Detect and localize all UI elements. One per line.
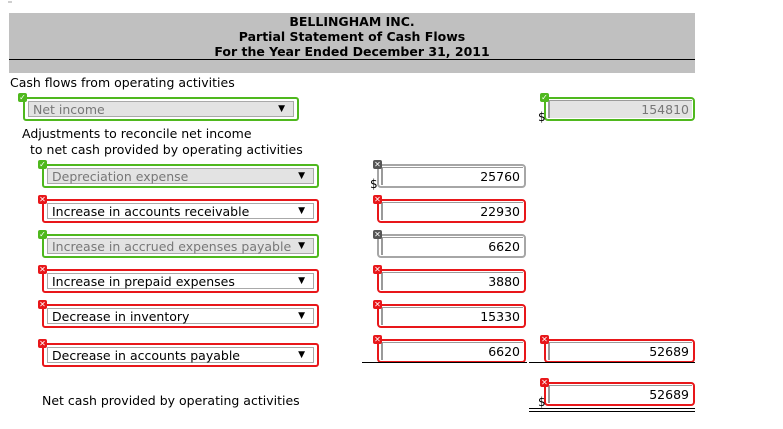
adjustment-select-wrap: Increase in accounts receivable ▼: [42, 199, 319, 223]
select-value: Decrease in accounts payable: [52, 347, 240, 363]
adjustments-label-2: to net cash provided by operating activi…: [30, 142, 303, 157]
close-icon: ✕: [373, 230, 382, 239]
net-cash-label: Net cash provided by operating activitie…: [42, 393, 300, 408]
amount-wrap: 6620: [377, 339, 526, 363]
adjustment-select-wrap: Increase in prepaid expenses ▼: [42, 269, 319, 293]
adjustment-select-accrued-expenses[interactable]: Increase in accrued expenses payable ▼: [47, 238, 314, 254]
total-underline: [529, 362, 695, 363]
error-x-icon: ✕: [38, 300, 47, 309]
amount-wrap: 6620: [377, 234, 526, 258]
company-name: BELLINGHAM INC.: [289, 14, 415, 29]
adjustments-label-1: Adjustments to reconcile net income: [22, 126, 252, 141]
amount-wrap: 22930: [377, 199, 526, 223]
adjustment-select-depreciation[interactable]: Depreciation expense ▼: [47, 168, 314, 184]
adjustment-amount-input[interactable]: 6620: [381, 237, 523, 255]
chevron-down-icon: ▼: [298, 241, 305, 251]
adjustment-select-prepaid-expenses[interactable]: Increase in prepaid expenses ▼: [47, 273, 314, 289]
error-x-icon: ✕: [540, 378, 549, 387]
total-adjustments-wrap: 52689: [544, 339, 695, 363]
check-icon: ✓: [38, 160, 47, 169]
statement-title: Partial Statement of Cash Flows: [238, 29, 466, 44]
select-value: Increase in prepaid expenses: [52, 273, 235, 289]
chevron-down-icon: ▼: [298, 350, 305, 360]
select-value: Depreciation expense: [52, 168, 189, 184]
chevron-down-icon: ▼: [298, 171, 305, 181]
corner-mark: [8, 1, 12, 3]
double-underline-bottom: [529, 411, 695, 412]
error-x-icon: ✕: [38, 195, 47, 204]
check-icon: ✓: [18, 93, 27, 102]
select-value: Increase in accrued expenses payable: [52, 238, 292, 254]
adjustment-select-accounts-receivable[interactable]: Increase in accounts receivable ▼: [47, 203, 314, 219]
chevron-down-icon: ▼: [298, 311, 305, 321]
select-value: Decrease in inventory: [52, 308, 190, 324]
adjustment-amount-input[interactable]: 3880: [381, 272, 523, 290]
chevron-down-icon: ▼: [298, 206, 305, 216]
adjustment-amount-input[interactable]: 22930: [381, 202, 523, 220]
adjustment-select-accounts-payable[interactable]: Decrease in accounts payable ▼: [47, 347, 314, 363]
adjustment-select-wrap: Depreciation expense ▼: [42, 164, 319, 188]
subtotal-underline: [362, 362, 527, 363]
net-income-select-value: Net income: [33, 101, 105, 117]
chevron-down-icon: ▼: [278, 104, 285, 114]
chevron-down-icon: ▼: [298, 276, 305, 286]
net-income-amount-wrap: 154810: [544, 97, 695, 121]
error-x-icon: ✕: [373, 195, 382, 204]
adjustment-select-inventory[interactable]: Decrease in inventory ▼: [47, 308, 314, 324]
dollar-sign: $: [370, 177, 378, 191]
error-x-icon: ✕: [540, 335, 549, 344]
error-x-icon: ✕: [38, 339, 47, 348]
statement-header: BELLINGHAM INC. Partial Statement of Cas…: [9, 13, 695, 73]
amount-wrap: 25760: [377, 164, 526, 188]
adjustment-select-wrap: Decrease in accounts payable ▼: [42, 343, 319, 367]
check-icon: ✓: [38, 230, 47, 239]
amount-wrap: 15330: [377, 304, 526, 328]
check-icon: ✓: [540, 93, 549, 102]
total-adjustments-input[interactable]: 52689: [548, 342, 692, 360]
double-underline-top: [529, 408, 695, 409]
adjustment-amount-input[interactable]: 15330: [381, 307, 523, 325]
net-income-select-wrap: Net income ▼: [23, 97, 299, 121]
statement-period: For the Year Ended December 31, 2011: [214, 44, 490, 59]
net-income-select[interactable]: Net income ▼: [28, 101, 294, 117]
net-cash-amount-input[interactable]: 52689: [548, 385, 692, 403]
adjustment-select-wrap: Decrease in inventory ▼: [42, 304, 319, 328]
amount-wrap: 3880: [377, 269, 526, 293]
net-income-amount-input[interactable]: 154810: [548, 100, 692, 118]
dollar-sign: $: [538, 395, 546, 409]
net-cash-wrap: 52689: [544, 382, 695, 406]
adjustment-amount-input[interactable]: 25760: [381, 167, 523, 185]
close-icon: ✕: [373, 160, 382, 169]
error-x-icon: ✕: [373, 300, 382, 309]
error-x-icon: ✕: [38, 265, 47, 274]
adjustment-select-wrap: Increase in accrued expenses payable ▼: [42, 234, 319, 258]
adjustment-amount-input[interactable]: 6620: [381, 342, 523, 360]
section-label: Cash flows from operating activities: [10, 75, 235, 90]
error-x-icon: ✕: [373, 335, 382, 344]
error-x-icon: ✕: [373, 265, 382, 274]
dollar-sign: $: [538, 110, 546, 124]
select-value: Increase in accounts receivable: [52, 203, 250, 219]
header-rule: [9, 59, 695, 60]
